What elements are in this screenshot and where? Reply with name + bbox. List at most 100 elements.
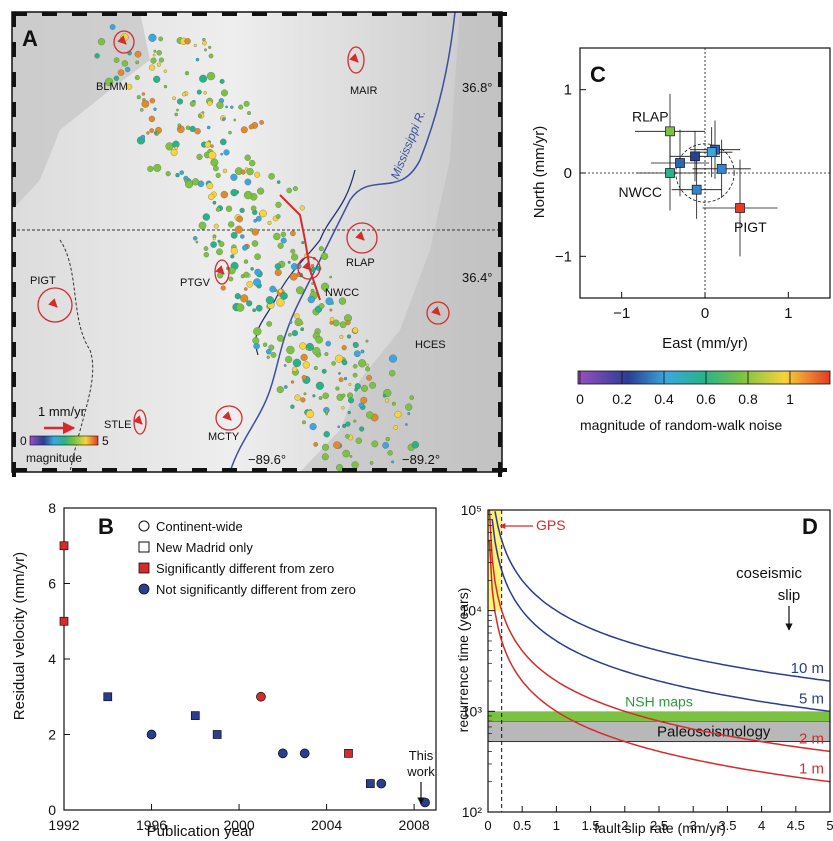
earthquake-dot <box>323 431 330 438</box>
earthquake-dot <box>184 71 190 76</box>
earthquake-dot <box>109 24 116 30</box>
earthquake-dot <box>244 287 248 291</box>
b-data-point <box>256 691 266 702</box>
lat-label-north: 36.8° <box>462 80 493 95</box>
earthquake-dot <box>354 383 361 390</box>
earthquake-dot <box>252 337 260 345</box>
earthquake-dot <box>254 171 261 178</box>
d-xtick-label: 4 <box>758 818 765 833</box>
earthquake-dot <box>222 117 226 121</box>
c-data-point <box>675 158 685 168</box>
earthquake-dot <box>206 71 216 81</box>
earthquake-dot <box>250 267 254 271</box>
earthquake-dot <box>126 83 133 90</box>
d-xtick-label: 2 <box>621 818 628 833</box>
frame-tick <box>12 102 16 117</box>
panel-b-legend: Continent-wide New Madrid only Significa… <box>138 519 356 597</box>
earthquake-dot <box>230 247 238 255</box>
station-error-ellipse <box>346 222 378 254</box>
earthquake-dot <box>360 396 368 404</box>
station-velocity-arrow <box>48 298 58 308</box>
earthquake-dot <box>280 231 287 238</box>
d-curve-label: 1 m <box>799 761 824 778</box>
panel-d-xlabel: fault slip rate (mm/yr) <box>594 820 725 836</box>
earthquake-dot <box>255 215 262 222</box>
station-error-ellipse <box>297 256 321 280</box>
earthquake-dot <box>213 223 219 229</box>
earthquake-dot <box>210 158 219 167</box>
station-error-ellipse <box>37 287 73 323</box>
earthquake-dot <box>358 402 364 408</box>
colorbar-tick-label: 0.2 <box>612 391 632 407</box>
river-line <box>229 11 456 473</box>
panel-b-label: B <box>98 514 114 539</box>
frame-tick <box>12 282 16 297</box>
earthquake-dot <box>121 60 129 67</box>
panel-c-label: C <box>590 62 606 87</box>
earthquake-dot <box>246 300 253 307</box>
d-curve-1m <box>488 540 831 783</box>
earthquake-dot <box>192 178 200 186</box>
earthquake-dot <box>175 172 180 178</box>
earthquake-dot <box>249 159 256 167</box>
frame-tick <box>498 282 502 297</box>
d-curve-2m <box>488 509 831 753</box>
earthquake-dot <box>212 200 217 205</box>
earthquake-dot <box>348 383 352 386</box>
b-xtick-label: 1996 <box>136 817 167 833</box>
frame-tick <box>132 468 147 472</box>
earthquake-dot <box>312 394 316 398</box>
earthquake-dot <box>259 120 264 125</box>
earthquake-dot <box>240 169 246 175</box>
station-error-ellipse <box>113 30 135 54</box>
earthquake-dot <box>238 104 244 110</box>
earthquake-dot <box>286 345 295 355</box>
station-markers <box>37 30 450 435</box>
earthquake-dot <box>198 114 202 118</box>
earthquake-dot <box>208 151 217 160</box>
earthquake-dot <box>310 264 315 268</box>
lon-label-east: −89.2° <box>402 452 440 467</box>
b-data-point <box>277 748 288 759</box>
earthquake-dot <box>277 242 284 249</box>
earthquake-dot <box>234 225 243 234</box>
coseismic-line2: slip <box>778 587 801 604</box>
earthquake-dot <box>236 303 245 312</box>
earthquake-dot <box>280 237 287 244</box>
panel-d-frame <box>487 509 831 813</box>
frame-tick <box>498 312 502 327</box>
magnitude-max-label: 5 <box>102 434 109 448</box>
earthquake-dot <box>242 245 248 251</box>
earthquake-dot <box>305 410 315 419</box>
earthquake-dot <box>215 172 221 178</box>
noise-colorbar-label: magnitude of random-walk noise <box>580 417 783 433</box>
c-data-point <box>665 126 675 137</box>
panel-c-chart: −1 0 1 −1 0 1 RLAP NWCC PIGT C East (mm/yr) Nor… <box>531 47 831 433</box>
panel-d-ylabel: recurrence time (years) <box>455 588 471 733</box>
earthquake-dot <box>329 308 333 312</box>
c-point-label: NWCC <box>618 184 662 200</box>
earthquake-dot <box>302 420 306 425</box>
earthquake-dot <box>265 296 274 305</box>
c-data-point <box>665 168 675 178</box>
earthquake-dot <box>152 53 156 57</box>
earthquake-dot <box>387 450 393 456</box>
earthquake-dot <box>276 180 281 184</box>
earthquake-dot <box>104 77 114 87</box>
earthquake-dot <box>194 128 201 135</box>
d-ytick-label: 10³ <box>462 703 483 719</box>
earthquake-dot <box>148 64 156 71</box>
earthquake-dot <box>223 149 230 156</box>
earthquake-dot <box>393 425 399 430</box>
frame-tick <box>312 468 327 472</box>
earthquake-dot <box>148 33 157 42</box>
earthquake-dot <box>230 254 235 259</box>
d-xtick-label: 0 <box>484 818 491 833</box>
frame-tick <box>12 252 16 267</box>
earthquake-dot <box>254 253 261 260</box>
earthquake-dot <box>202 213 210 221</box>
earthquake-dot <box>341 345 347 351</box>
terrain-shading-east <box>300 12 502 472</box>
earthquake-dot <box>305 347 310 351</box>
earthquake-dot <box>384 398 390 403</box>
